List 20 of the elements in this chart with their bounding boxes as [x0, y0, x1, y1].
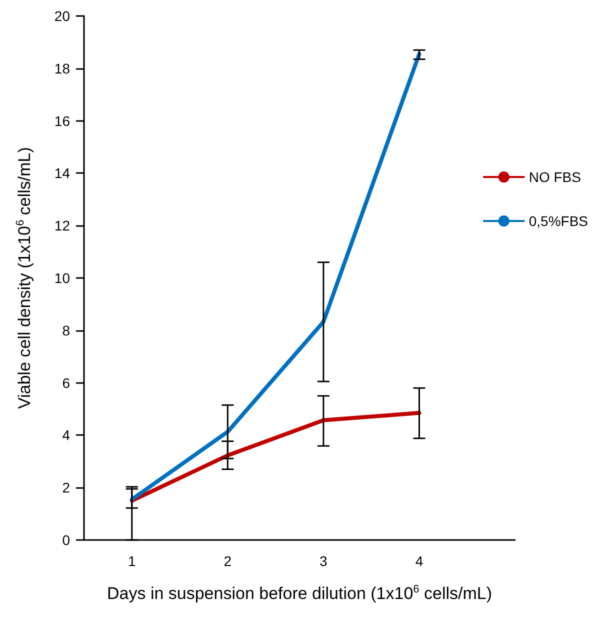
y-tick-label: 10 — [54, 270, 70, 286]
legend-label: NO FBS — [528, 169, 581, 185]
y-tick-label: 8 — [62, 322, 70, 338]
y-tick-label: 4 — [62, 427, 70, 444]
legend-label: 0,5%FBS — [528, 213, 588, 229]
y-axis-title: Viable cell density (1x106 cells/mL) — [14, 147, 34, 409]
x-tick-label: 3 — [320, 553, 328, 569]
y-tick-label: 0 — [62, 532, 70, 548]
y-tick-label: 20 — [54, 8, 70, 24]
line-series — [130, 52, 422, 502]
x-tick-label: 4 — [415, 553, 424, 569]
y-tick-label: 2 — [62, 480, 70, 496]
x-tick-label: 1 — [128, 553, 136, 569]
y-tick-label: 16 — [54, 112, 70, 129]
y-tick-label: 18 — [54, 60, 70, 76]
y-tick-label: 12 — [54, 218, 70, 234]
y-tick-label: 14 — [54, 165, 70, 182]
x-tick-label: 2 — [224, 553, 232, 569]
y-tick-label: 6 — [62, 374, 70, 391]
line-series — [130, 410, 422, 503]
